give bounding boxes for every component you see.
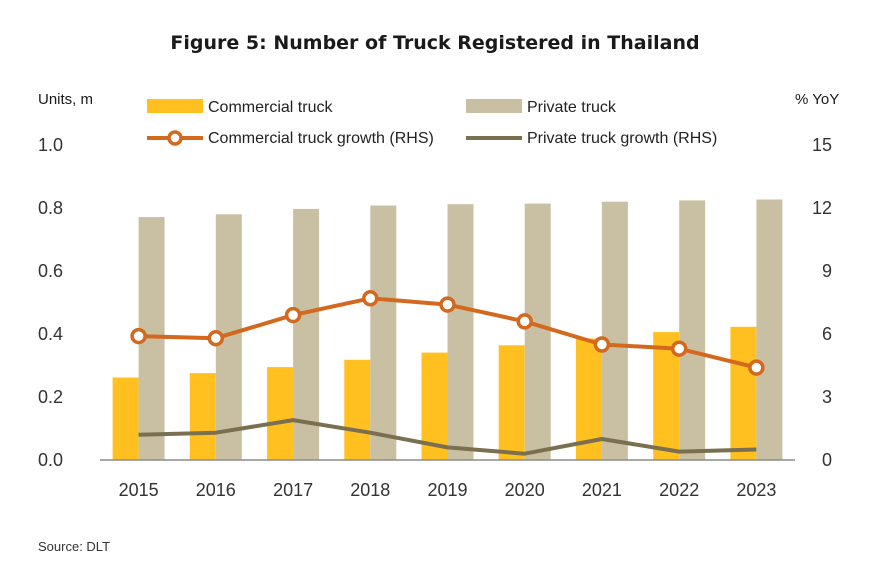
right-y-tick-label: 6	[822, 324, 832, 344]
x-tick-label-2016: 2016	[196, 480, 236, 500]
bar-commercial-truck-2020	[498, 345, 525, 460]
point-commercial-growth-2023	[748, 359, 765, 376]
plot-area: 2015 2016 2017 2018 2019 2020 2021 2022 2023 0.0 0…	[38, 135, 832, 500]
point-commercial-growth-2018	[362, 290, 379, 307]
legend-label-commercial-truck: Commercial truck	[208, 99, 333, 116]
right-y-tick-label: 12	[812, 198, 832, 218]
bar-private-truck-2020	[524, 203, 551, 460]
bar-private-truck-2017	[293, 208, 320, 460]
right-y-tick-label: 3	[822, 387, 832, 407]
left-y-tick-label: 0.6	[38, 261, 63, 281]
point-commercial-growth-2020	[516, 313, 533, 330]
x-tick-label-2020: 2020	[505, 480, 545, 500]
legend-label-private-truck: Private truck	[527, 99, 617, 116]
bar-commercial-truck-2018	[344, 359, 371, 460]
right-y-tick-label: 15	[812, 135, 832, 155]
left-y-tick-label: 0.8	[38, 198, 63, 218]
bar-commercial-truck-2023	[730, 326, 757, 460]
point-commercial-growth-2017	[284, 306, 302, 324]
x-tick-label-2017: 2017	[273, 480, 313, 500]
legend-label-commercial-growth: Commercial truck growth (RHS)	[208, 130, 434, 147]
point-commercial-growth-2019	[439, 296, 456, 313]
line-private-growth	[138, 418, 757, 456]
bar-private-truck-2021	[601, 201, 628, 460]
x-tick-label-2023: 2023	[736, 480, 776, 500]
bar-private-truck-2022	[679, 200, 706, 460]
point-commercial-growth-2022	[670, 340, 688, 357]
point-commercial-growth-2016	[207, 329, 225, 347]
left-y-tick-label: 1.0	[38, 135, 63, 155]
point-commercial-growth-2021	[593, 336, 611, 353]
legend-swatch-commercial-truck	[147, 99, 203, 113]
right-y-tick-label: 0	[822, 450, 832, 470]
x-tick-label-2022: 2022	[659, 480, 699, 500]
point-commercial-growth-2015	[130, 327, 147, 345]
bar-commercial-truck-2016	[189, 373, 216, 460]
left-y-tick-label: 0.2	[38, 387, 63, 407]
legend-marker-commercial-growth	[167, 130, 183, 146]
bar-private-truck-2019	[447, 204, 474, 460]
x-tick-label-2019: 2019	[427, 480, 467, 500]
x-tick-label-2015: 2015	[119, 480, 159, 500]
bar-commercial-truck-2017	[267, 367, 294, 460]
bar-private-truck-2018	[370, 205, 397, 460]
legend: Commercial truck Private truck Commercia…	[147, 99, 717, 147]
x-tick-label-2021: 2021	[582, 480, 622, 500]
bar-commercial-truck-2015	[112, 377, 139, 460]
chart-title: Figure 5: Number of Truck Registered in …	[170, 32, 699, 54]
left-y-tick-label: 0.4	[38, 324, 63, 344]
left-axis-label: Units, m	[38, 91, 93, 108]
right-axis-label: % YoY	[795, 91, 839, 108]
bar-private-truck-2023	[756, 199, 783, 460]
right-y-tick-label: 9	[822, 261, 832, 281]
legend-swatch-private-truck	[466, 99, 522, 113]
source-note: Source: DLT	[38, 539, 110, 554]
legend-label-private-growth: Private truck growth (RHS)	[527, 130, 717, 147]
x-tick-label-2018: 2018	[350, 480, 390, 500]
left-y-tick-label: 0.0	[38, 450, 63, 470]
